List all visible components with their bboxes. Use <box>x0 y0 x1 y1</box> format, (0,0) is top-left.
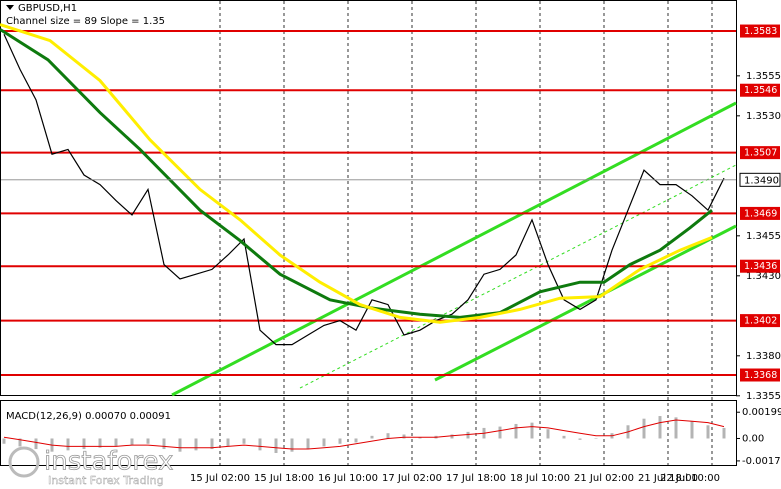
macd-bar <box>450 434 454 439</box>
logo: instaforex Instant Forex Trading <box>8 446 174 487</box>
macd-bar <box>114 438 118 447</box>
macd-frame <box>0 400 737 466</box>
level-label: 1.3507 <box>744 148 777 159</box>
y-tick-label: 1.3380 <box>746 351 781 362</box>
macd-bar <box>274 438 278 453</box>
macd-bar <box>578 438 582 440</box>
x-tick-label: 17 Jul 02:00 <box>382 473 442 484</box>
x-tick-label: 15 Jul 02:00 <box>190 473 250 484</box>
macd-bar <box>66 438 70 451</box>
macd-bar <box>322 438 326 447</box>
y-tick-label: 1.3455 <box>746 231 781 242</box>
macd-bar <box>354 438 358 443</box>
macd-bar <box>194 438 198 451</box>
y-tick-label: 1.3430 <box>746 271 781 282</box>
logo-icon <box>8 446 40 478</box>
current-price-box <box>739 172 781 187</box>
channel-middle <box>299 164 737 389</box>
macd-bar <box>226 438 230 447</box>
macd-bar <box>594 438 598 439</box>
macd-bar <box>290 438 294 452</box>
macd-bar <box>386 433 390 439</box>
level-label: 1.3368 <box>744 370 777 381</box>
level-label: 1.3546 <box>744 85 777 96</box>
macd-bar <box>530 422 534 439</box>
y-tick-label: 1.3530 <box>746 111 781 122</box>
macd-bar <box>402 434 406 439</box>
macd-bar <box>210 438 214 450</box>
macd-bar <box>178 438 182 452</box>
macd-bar <box>82 438 86 450</box>
macd-bar <box>722 427 726 439</box>
macd-bar <box>162 438 166 450</box>
level-label: 1.3583 <box>744 26 777 37</box>
x-tick-label: 22 Jul 10:00 <box>660 473 720 484</box>
logo-name: instaforex <box>44 447 173 477</box>
y-tick-label: 1.3355 <box>746 391 781 402</box>
macd-bar <box>418 437 422 439</box>
y-tick-label: -0.00170 <box>742 456 781 467</box>
macd-bar <box>370 435 374 439</box>
level-label-box <box>740 206 780 220</box>
moving-average <box>0 23 713 324</box>
level-label: 1.3402 <box>744 316 777 327</box>
y-tick-label: 0.00199 <box>742 407 781 418</box>
macd-bar <box>130 438 134 446</box>
level-label-box <box>740 83 780 97</box>
macd-bar <box>546 429 550 439</box>
chart-title: GBPUSD,H1 <box>18 3 77 14</box>
main-frame <box>0 0 737 396</box>
level-label: 1.3436 <box>744 261 777 272</box>
macd-bar <box>498 426 502 439</box>
level-label-box <box>740 368 780 382</box>
macd-bar <box>562 435 566 439</box>
collapse-icon <box>6 5 14 10</box>
x-tick-label: 21 Jul 02:00 <box>574 473 634 484</box>
macd-bar <box>98 438 102 448</box>
y-tick-label: 0.00 <box>742 433 764 444</box>
macd-bar <box>2 438 6 444</box>
macd-bar <box>514 423 518 439</box>
level-label: 1.3469 <box>744 208 777 219</box>
signal-line <box>3 419 725 450</box>
macd-bar <box>690 421 694 439</box>
macd-bar <box>258 438 262 451</box>
level-label-box <box>740 314 780 328</box>
macd-bar <box>466 431 470 439</box>
level-label-box <box>740 259 780 273</box>
macd-bar <box>242 438 246 444</box>
macd-bar <box>658 416 662 439</box>
current-price-label: 1.3490 <box>744 175 779 186</box>
macd-title: MACD(12,26,9) 0.00070 0.00091 <box>6 411 171 422</box>
price-line <box>3 33 725 346</box>
macd-bar <box>18 438 22 447</box>
y-tick-label: 1.3555 <box>746 71 781 82</box>
macd-bar <box>146 438 150 444</box>
x-tick-label: 15 Jul 18:00 <box>254 473 314 484</box>
x-tick-label: 17 Jul 18:00 <box>446 473 506 484</box>
level-label-box <box>740 146 780 160</box>
x-tick-label: 21 Jul 18:00 <box>638 473 698 484</box>
x-tick-label: 16 Jul 10:00 <box>318 473 378 484</box>
macd-bar <box>706 425 710 439</box>
macd-bar <box>306 438 310 450</box>
chart-subtitle: Channel size = 89 Slope = 1.35 <box>6 16 165 27</box>
moving-average <box>0 28 713 319</box>
macd-bar <box>338 438 342 444</box>
macd-bar <box>642 418 646 439</box>
level-label-box <box>740 24 780 38</box>
macd-bar <box>674 417 678 439</box>
channel-lower <box>434 224 737 382</box>
macd-bar <box>34 438 38 450</box>
x-tick-label: 18 Jul 10:00 <box>510 473 570 484</box>
logo-tagline: Instant Forex Trading <box>48 474 164 487</box>
